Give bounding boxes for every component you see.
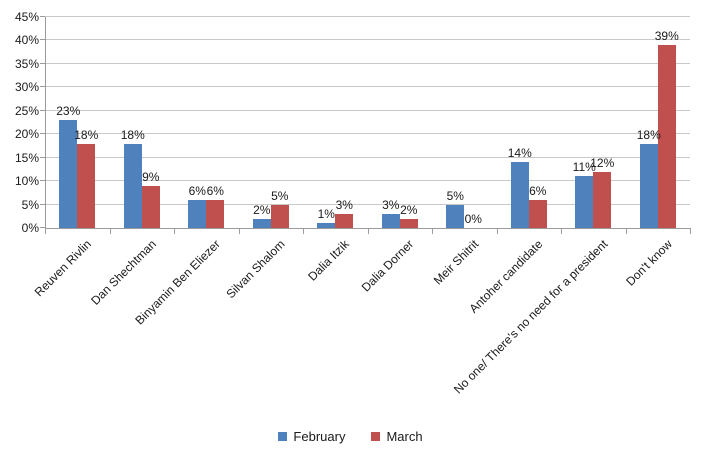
x-axis-category-label-text: Reuven Rivlin — [31, 237, 95, 300]
data-label-february: 2% — [253, 202, 271, 217]
bar-march — [399, 218, 418, 228]
x-axis-tick — [496, 229, 498, 234]
data-label-february: 18% — [636, 127, 661, 142]
x-axis-tick — [303, 229, 304, 234]
gridline — [45, 62, 690, 64]
y-axis-label: 15% — [14, 150, 39, 165]
gridline — [45, 203, 690, 205]
bar-february — [381, 213, 400, 228]
data-label-march: 2% — [400, 202, 418, 217]
data-label-february: 1% — [317, 207, 335, 222]
y-axis-label: 20% — [14, 127, 39, 142]
gridline — [45, 133, 690, 135]
data-label-march: 0% — [464, 212, 482, 226]
bar-march — [206, 199, 225, 228]
legend-label: March — [386, 429, 423, 444]
bar-february — [639, 143, 658, 228]
data-label-march: 6% — [206, 183, 224, 198]
x-axis-category-label-text: Dalia Itzik — [305, 237, 353, 284]
data-label-february: 6% — [188, 183, 206, 198]
data-label-february: 18% — [120, 127, 145, 142]
y-axis-line — [45, 17, 46, 228]
data-label-february: 11% — [572, 160, 596, 175]
y-axis-label: 0% — [21, 221, 39, 235]
bar-march — [528, 199, 547, 228]
legend-swatch-march — [371, 432, 381, 441]
gridline — [45, 109, 690, 111]
x-axis-tick — [367, 229, 369, 234]
bar-march — [335, 213, 354, 228]
gridline — [45, 156, 690, 158]
gridline — [45, 16, 690, 17]
y-axis-tick — [40, 39, 45, 41]
bar-march — [77, 143, 96, 228]
x-axis-category-label-text: Dan Shechtman — [87, 237, 159, 308]
data-label-february: 14% — [507, 146, 532, 161]
x-axis-tick — [238, 229, 240, 234]
y-axis-tick — [40, 62, 45, 64]
x-axis-category-label-text: Silvan Shalom — [223, 237, 288, 302]
y-axis-label: 5% — [21, 197, 39, 212]
y-axis-label: 25% — [14, 103, 39, 118]
y-axis-tick — [40, 203, 45, 205]
y-axis-label: 10% — [14, 174, 39, 189]
data-label-march: 9% — [142, 169, 160, 184]
data-label-march: 5% — [271, 188, 289, 203]
y-axis-tick — [40, 156, 45, 158]
y-axis-label: 30% — [14, 80, 39, 95]
gridline — [45, 39, 690, 41]
legend: February March — [0, 429, 701, 444]
bar-february — [510, 162, 529, 228]
x-axis-line — [45, 228, 691, 229]
data-label-march: 12% — [590, 155, 615, 170]
bar-march — [141, 185, 160, 228]
gridline — [45, 86, 690, 88]
bar-february — [188, 199, 207, 228]
y-axis-label: 45% — [14, 10, 39, 24]
bar-february — [59, 120, 78, 228]
data-label-february: 5% — [446, 188, 464, 203]
data-label-march: 18% — [74, 127, 99, 142]
gridline — [45, 180, 690, 182]
data-label-february: 3% — [382, 197, 400, 212]
data-label-march: 6% — [529, 183, 547, 198]
x-axis-tick — [690, 229, 691, 234]
bar-march — [270, 204, 289, 228]
x-axis-category-label-text: Don't know — [623, 237, 675, 289]
bar-march — [593, 171, 612, 228]
legend-item-february: February — [278, 429, 345, 444]
data-label-february: 23% — [56, 104, 81, 119]
bar-february — [252, 218, 271, 228]
y-axis-tick — [40, 109, 45, 111]
bar-february — [446, 204, 465, 228]
y-axis-tick — [40, 227, 45, 228]
y-axis-tick — [40, 133, 45, 135]
data-label-march: 39% — [654, 29, 679, 44]
y-axis-tick — [40, 180, 45, 182]
x-axis-tick — [432, 229, 433, 234]
bar-march — [657, 45, 676, 228]
x-axis-tick — [45, 229, 46, 234]
y-axis-label: 40% — [14, 33, 39, 48]
x-axis-tick — [174, 229, 175, 234]
legend-label: February — [293, 429, 346, 444]
y-axis-label: 35% — [14, 56, 39, 71]
data-label-march: 3% — [335, 197, 353, 212]
y-axis-tick — [40, 16, 45, 17]
bar-february — [575, 176, 594, 228]
y-axis-tick — [40, 86, 45, 88]
bar-february — [317, 223, 336, 228]
x-axis-tick — [561, 229, 562, 234]
legend-swatch-february — [278, 432, 288, 441]
x-axis-category-label-text: Meir Shitrit — [430, 237, 482, 288]
x-axis-tick — [625, 229, 627, 234]
x-axis-tick — [109, 229, 111, 234]
x-axis-category-label-text: Dalia Dorner — [359, 237, 417, 295]
bar-february — [123, 143, 142, 228]
legend-item-march: March — [371, 429, 423, 444]
